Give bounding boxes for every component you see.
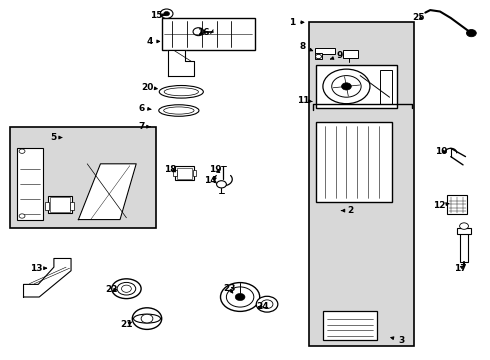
Circle shape [316, 54, 321, 59]
Text: 20: 20 [141, 83, 157, 91]
Circle shape [164, 12, 170, 16]
Bar [380, 70, 392, 104]
Circle shape [323, 69, 370, 104]
Bar [48, 196, 72, 213]
Ellipse shape [112, 279, 141, 299]
Text: 10: 10 [435, 147, 447, 156]
Bar [309, 22, 414, 346]
Text: 15: 15 [149, 10, 165, 19]
Circle shape [332, 76, 361, 97]
Text: 16: 16 [197, 28, 210, 37]
Text: 7: 7 [138, 122, 150, 131]
Bar [70, 202, 74, 210]
Ellipse shape [117, 282, 136, 295]
Text: 1: 1 [289, 18, 304, 27]
Ellipse shape [159, 105, 199, 116]
Circle shape [217, 181, 226, 188]
Bar [315, 53, 322, 59]
Bar [177, 168, 192, 179]
Text: 14: 14 [204, 176, 217, 185]
Circle shape [342, 83, 351, 90]
Bar [50, 197, 70, 212]
Circle shape [226, 287, 254, 307]
Bar [315, 48, 335, 54]
Bar [343, 50, 358, 58]
Text: 8: 8 [300, 42, 313, 51]
Text: 11: 11 [296, 96, 312, 105]
Bar [193, 170, 196, 176]
Text: 24: 24 [256, 302, 269, 311]
Circle shape [19, 214, 25, 218]
Circle shape [256, 296, 278, 312]
Text: 4: 4 [146, 37, 160, 46]
Text: 18: 18 [164, 165, 177, 174]
Circle shape [141, 314, 153, 323]
Text: 17: 17 [454, 264, 467, 273]
Ellipse shape [164, 107, 194, 114]
Circle shape [19, 149, 25, 153]
Circle shape [193, 28, 204, 36]
Bar [173, 170, 177, 176]
Text: 23: 23 [223, 284, 236, 293]
Circle shape [122, 285, 131, 292]
Text: 19: 19 [209, 165, 222, 174]
Text: 9: 9 [331, 51, 343, 60]
Bar [316, 65, 397, 108]
Text: 22: 22 [105, 285, 118, 294]
Polygon shape [24, 258, 71, 297]
Text: 6: 6 [139, 104, 151, 112]
Text: 12: 12 [433, 201, 449, 210]
Text: 2: 2 [342, 206, 353, 215]
Ellipse shape [164, 88, 198, 96]
Bar [17, 148, 43, 220]
Bar [10, 127, 156, 228]
Bar [323, 311, 377, 340]
Bar [447, 195, 467, 214]
Circle shape [160, 9, 173, 18]
Circle shape [466, 30, 476, 37]
Ellipse shape [159, 85, 203, 98]
Ellipse shape [133, 314, 161, 323]
Circle shape [220, 283, 260, 311]
Text: 21: 21 [120, 320, 133, 329]
Bar [45, 202, 49, 210]
Bar [316, 122, 392, 202]
Polygon shape [78, 164, 136, 220]
Bar [460, 228, 468, 262]
Circle shape [460, 223, 468, 229]
Circle shape [261, 300, 273, 309]
Bar [457, 228, 471, 234]
Text: 5: 5 [50, 133, 62, 142]
Circle shape [132, 308, 162, 329]
Text: 13: 13 [30, 264, 47, 273]
Polygon shape [168, 50, 194, 76]
Text: 3: 3 [391, 336, 405, 345]
Circle shape [235, 293, 245, 301]
Bar [175, 166, 194, 180]
Text: 25: 25 [413, 13, 425, 22]
Bar [162, 18, 255, 50]
